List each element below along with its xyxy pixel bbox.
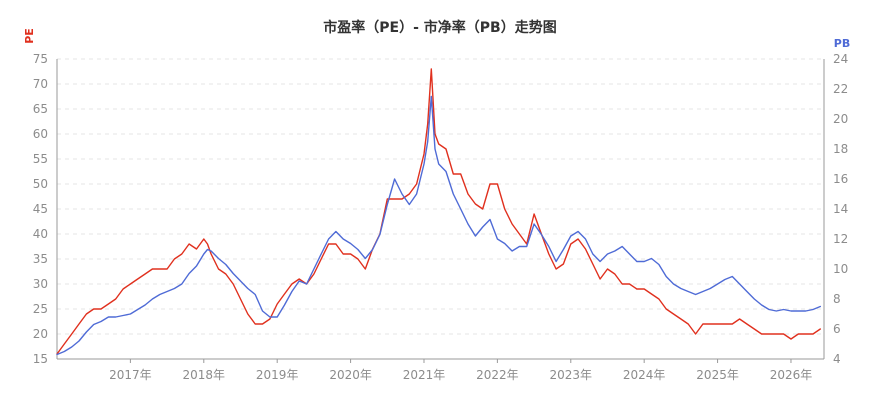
y-axis-left-label: PE: [23, 28, 36, 44]
y-left-tick-label: 45: [33, 202, 48, 216]
y-left-tick-label: 70: [33, 77, 48, 91]
y-left-tick-label: 35: [33, 252, 48, 266]
y-left-tick-label: 25: [33, 302, 48, 316]
x-tick-label: 2018年: [183, 368, 226, 382]
y-left-tick-label: 40: [33, 227, 48, 241]
y-left-tick-label: 20: [33, 327, 48, 341]
y-right-tick-label: 10: [833, 262, 848, 276]
x-tick-label: 2023年: [550, 368, 593, 382]
grid-lines: [56, 58, 825, 360]
y-left-tick-label: 30: [33, 277, 48, 291]
y-right-tick-label: 8: [833, 292, 841, 306]
x-tick-label: 2017年: [109, 368, 152, 382]
x-tick-label: 2019年: [256, 368, 299, 382]
pe-series-line: [56, 68, 821, 355]
y-axis-right-ticks: 4 6 8 10 12 14 16 18 20 22 24: [833, 52, 848, 366]
y-left-tick-label: 15: [33, 352, 48, 366]
x-axis-ticks: 2017年 2018年 2019年 2020年 2021年 2022年 2023年 2024年…: [109, 359, 812, 382]
y-right-tick-label: 24: [833, 52, 848, 66]
x-tick-label: 2024年: [623, 368, 666, 382]
y-right-tick-label: 14: [833, 202, 848, 216]
pb-series-line: [56, 95, 821, 356]
y-left-tick-label: 55: [33, 152, 48, 166]
y-right-tick-label: 12: [833, 232, 848, 246]
y-left-tick-label: 60: [33, 127, 48, 141]
y-right-tick-label: 22: [833, 82, 848, 96]
x-tick-label: 2026年: [770, 368, 813, 382]
chart-title: 市盈率（PE）- 市净率（PB）走势图: [323, 19, 556, 36]
y-right-tick-label: 4: [833, 352, 841, 366]
y-left-tick-label: 50: [33, 177, 48, 191]
x-tick-label: 2020年: [329, 368, 372, 382]
y-left-tick-label: 75: [33, 52, 48, 66]
y-right-tick-label: 20: [833, 112, 848, 126]
series-lines: [56, 68, 821, 356]
y-right-tick-label: 16: [833, 172, 848, 186]
y-axis-right-label: PB: [834, 37, 850, 50]
y-right-tick-label: 18: [833, 142, 848, 156]
x-tick-label: 2025年: [696, 368, 739, 382]
x-tick-label: 2021年: [403, 368, 446, 382]
x-tick-label: 2022年: [476, 368, 519, 382]
y-right-tick-label: 6: [833, 322, 841, 336]
y-left-tick-label: 65: [33, 102, 48, 116]
y-axis-left-ticks: 15 20 25 30 35 40 45 50 55 60 65 70 75: [33, 52, 48, 366]
